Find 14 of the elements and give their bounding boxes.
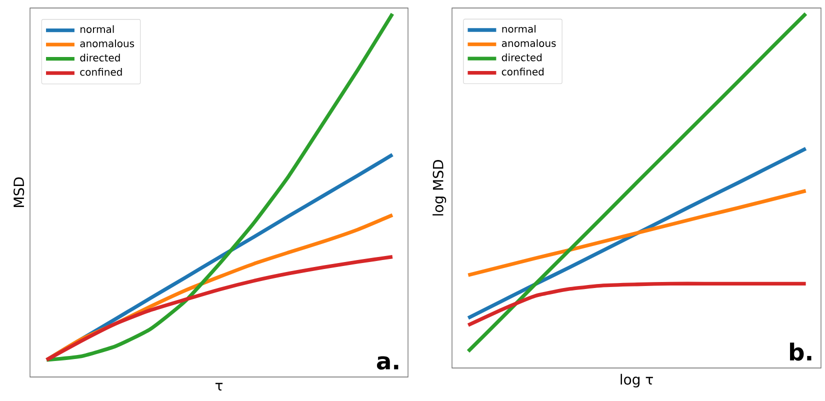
annotation: a. bbox=[376, 356, 398, 370]
legend-label: anomalous bbox=[502, 39, 556, 47]
legend-label: normal bbox=[80, 25, 114, 33]
y-axis-title: MSD bbox=[14, 177, 24, 207]
legend-label: anomalous bbox=[80, 39, 134, 48]
legend-label: directed bbox=[502, 53, 542, 62]
legend-label: normal bbox=[502, 24, 536, 33]
x-axis-title: log τ bbox=[620, 374, 653, 388]
legend-label: directed bbox=[80, 54, 120, 62]
x-axis-title: τ bbox=[215, 382, 223, 391]
y-axis-title: log MSD bbox=[432, 160, 446, 216]
legend-label: confined bbox=[502, 68, 544, 76]
legend-label: confined bbox=[80, 68, 122, 76]
annotation: b. bbox=[790, 342, 812, 361]
